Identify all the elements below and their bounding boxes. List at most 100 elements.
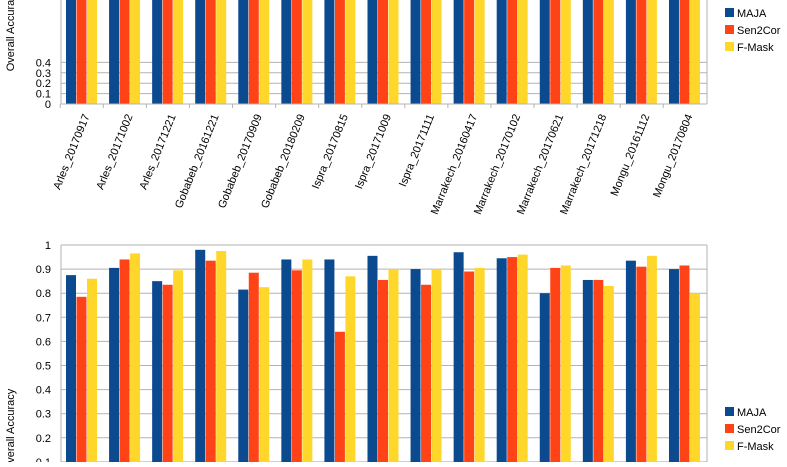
bar-maja-7 [367, 0, 378, 104]
bar-maja-14 [668, 0, 679, 104]
x-tick-label: Mongu_20170804 [651, 113, 695, 200]
bar-maja-10 [496, 0, 507, 104]
x-tick-label: Arles_20171002 [94, 113, 135, 192]
bar-maja-1 [109, 267, 120, 467]
bar-f-mask-1 [130, 253, 141, 467]
bar-sen2cor-7 [377, 0, 388, 104]
y-tick-label: 0.5 [36, 361, 51, 373]
x-tick-label: Gobabeb_20161221 [173, 113, 222, 211]
bar-f-mask-2 [173, 0, 184, 104]
bar-f-mask-2 [173, 270, 184, 467]
bar-maja-2 [152, 0, 163, 104]
bar-f-mask-12 [603, 0, 614, 104]
y-axis-title: Overall Accuracy [5, 388, 17, 462]
bar-maja-3 [195, 249, 206, 467]
bar-f-mask-4 [259, 0, 270, 104]
y-axis-title: Overall Accuracy [5, 0, 17, 71]
y-tick-label: 0.3 [36, 68, 51, 80]
bar-f-mask-14 [689, 293, 700, 467]
bar-f-mask-6 [345, 0, 356, 104]
bar-sen2cor-0 [76, 0, 87, 104]
x-tick-label: Ispra_20171009 [353, 113, 394, 191]
legend-label: MAJA [737, 8, 767, 20]
legend-swatch-maja [725, 407, 734, 416]
bar-sen2cor-13 [636, 266, 647, 467]
x-tick-label: Ispra_20171111 [397, 113, 437, 189]
bar-sen2cor-3 [205, 0, 216, 104]
y-tick-label: 0.4 [36, 57, 51, 69]
bar-sen2cor-5 [291, 270, 302, 467]
legend-label: MAJA [737, 407, 767, 419]
bar-maja-10 [496, 258, 507, 467]
bar-sen2cor-7 [377, 279, 388, 467]
bar-f-mask-8 [431, 269, 442, 467]
x-tick-label: Marrakech_20160417 [429, 113, 480, 217]
y-tick-label: 0.7 [36, 312, 51, 324]
bar-f-mask-6 [345, 276, 356, 467]
bar-maja-9 [453, 252, 464, 467]
y-tick-label: 0.3 [36, 409, 51, 421]
bar-sen2cor-11 [550, 267, 561, 467]
y-tick-label: 0.1 [36, 457, 51, 462]
bar-sen2cor-6 [334, 331, 345, 467]
bar-maja-2 [152, 281, 163, 467]
bar-sen2cor-11 [550, 0, 561, 104]
bar-f-mask-1 [130, 0, 141, 104]
y-tick-label: 1 [45, 240, 51, 252]
bar-maja-14 [668, 269, 679, 467]
bar-sen2cor-14 [679, 0, 690, 104]
x-tick-label: Mongu_20161112 [609, 113, 653, 198]
x-tick-label: Marrakech_20170621 [515, 113, 566, 217]
bar-maja-13 [625, 260, 636, 467]
bar-maja-0 [66, 0, 76, 104]
bar-f-mask-11 [560, 265, 571, 467]
bar-f-mask-14 [689, 0, 700, 104]
y-tick-label: 0.8 [36, 288, 51, 300]
bar-f-mask-5 [302, 259, 313, 467]
bar-sen2cor-0 [76, 296, 87, 467]
bar-sen2cor-12 [593, 0, 604, 104]
legend-label: Sen2Cor [737, 424, 781, 436]
bar-sen2cor-10 [507, 0, 518, 104]
bar-f-mask-11 [560, 0, 571, 104]
y-tick-label: 0.6 [36, 336, 51, 348]
bar-sen2cor-6 [334, 0, 345, 104]
bar-maja-0 [66, 275, 76, 467]
bar-maja-6 [324, 259, 335, 467]
bar-maja-4 [238, 0, 249, 104]
y-tick-label: 0.1 [36, 89, 51, 101]
bar-sen2cor-10 [507, 257, 518, 467]
bar-f-mask-0 [87, 0, 97, 104]
bar-maja-4 [238, 289, 249, 467]
bar-f-mask-4 [259, 287, 270, 467]
bar-f-mask-12 [603, 285, 614, 467]
bar-f-mask-13 [646, 0, 657, 104]
bar-maja-8 [410, 269, 421, 467]
bar-maja-6 [324, 0, 335, 104]
bar-maja-12 [582, 279, 593, 467]
legend-label: F-Mask [737, 42, 774, 54]
bar-f-mask-0 [87, 278, 97, 467]
bar-sen2cor-13 [636, 0, 647, 104]
legend-swatch-sen2cor [725, 25, 734, 34]
x-tick-label: Gobabeb_20180209 [259, 113, 308, 211]
bar-sen2cor-4 [248, 272, 259, 467]
bar-f-mask-9 [474, 267, 485, 467]
x-tick-label: Marrakech_20170102 [472, 113, 523, 217]
x-tick-label: Arles_20170917 [51, 113, 92, 192]
bar-sen2cor-4 [248, 0, 259, 104]
x-tick-label: Gobabeb_20170909 [216, 113, 265, 211]
bar-sen2cor-8 [421, 284, 432, 467]
bar-f-mask-8 [431, 0, 442, 104]
x-tick-label: Marrakech_20171218 [558, 113, 609, 217]
bar-sen2cor-1 [119, 0, 130, 104]
legend-swatch-maja [725, 8, 734, 17]
bar-sen2cor-8 [421, 0, 432, 104]
bar-maja-5 [281, 259, 292, 467]
legend-swatch-sen2cor [725, 424, 734, 433]
bar-maja-8 [410, 0, 421, 104]
bar-maja-1 [109, 0, 120, 104]
bar-maja-5 [281, 0, 292, 104]
bar-maja-3 [195, 0, 206, 104]
